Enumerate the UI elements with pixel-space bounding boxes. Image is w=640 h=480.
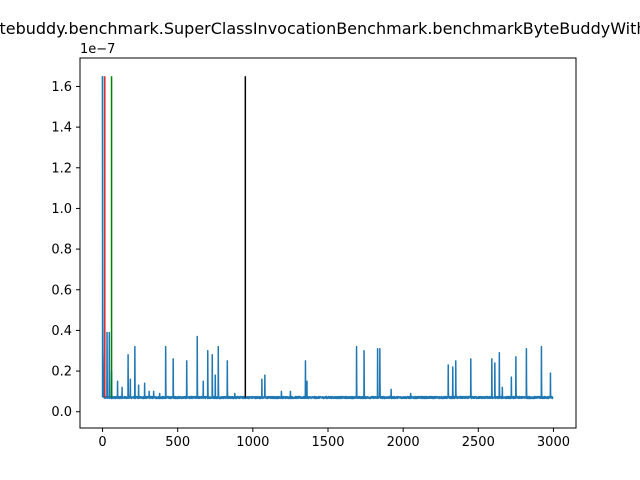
y-tick-label: 1.4 [51,121,72,136]
y-tick-label: 1.2 [51,161,72,176]
vertical-markers [101,76,247,398]
y-tick-label: 0.4 [51,324,72,339]
x-axis: 0 500 1000 1500 2000 2500 3000 [98,428,570,450]
series-line [101,76,554,400]
x-tick-label: 2500 [462,435,495,450]
x-tick-label: 1500 [311,435,344,450]
x-tick-label: 1000 [236,435,269,450]
x-tick-label: 0 [98,435,106,450]
y-tick-label: 0.6 [51,283,72,298]
y-tick-label: 0.2 [51,365,72,380]
y-tick-label: 1.6 [51,80,72,95]
x-tick-label: 2000 [387,435,420,450]
y-axis: 0.0 0.2 0.4 0.6 0.8 1.0 1.2 1.4 1.6 [51,80,80,420]
x-tick-label: 3000 [537,435,570,450]
y-axis-offset-text: 1e−7 [80,42,115,57]
y-tick-label: 1.0 [51,202,72,217]
y-tick-label: 0.8 [51,243,72,258]
data-layer [101,76,554,400]
chart-title: net.bytebuddy.benchmark.SuperClassInvoca… [0,19,640,38]
x-tick-label: 500 [165,435,190,450]
y-tick-label: 0.0 [51,405,72,420]
